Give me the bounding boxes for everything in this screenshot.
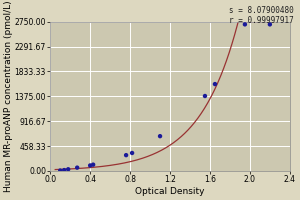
Point (124, 154, 128, 157)
Point (242, 23, 247, 26)
X-axis label: Optical Density: Optical Density (135, 187, 205, 196)
Point (88, 164, 93, 167)
Point (213, 82, 218, 86)
Point (66, 168, 70, 171)
Point (62, 168, 67, 172)
Point (268, 23, 272, 26)
Y-axis label: Human MR-proANP concentration (pmol/L): Human MR-proANP concentration (pmol/L) (4, 0, 13, 192)
Point (130, 151, 134, 155)
Point (158, 135, 162, 138)
Point (75, 166, 80, 169)
Point (58, 169, 63, 172)
Point (91, 163, 96, 166)
Point (202, 94, 207, 98)
Text: s = 8.07900480
r = 0.99997917: s = 8.07900480 r = 0.99997917 (229, 6, 294, 25)
